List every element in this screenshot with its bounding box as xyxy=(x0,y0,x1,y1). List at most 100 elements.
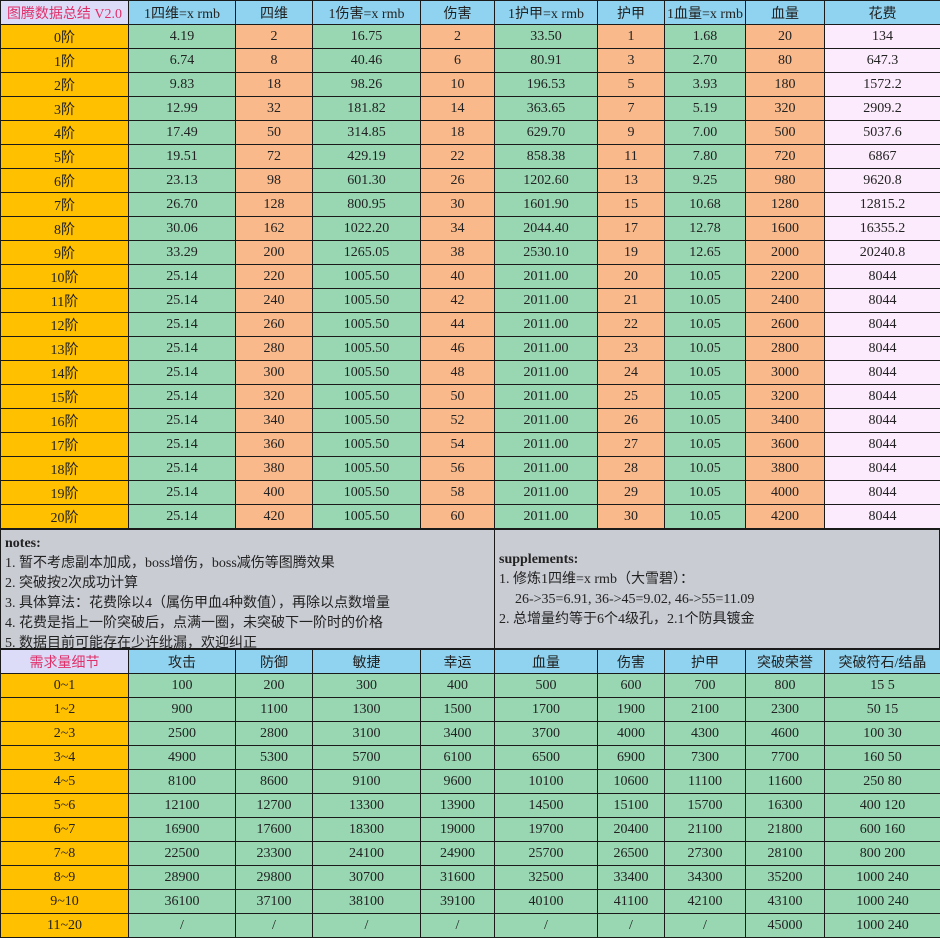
table-cell: 400 120 xyxy=(825,794,940,818)
table-cell: 19.51 xyxy=(129,145,236,169)
table-cell: / xyxy=(313,914,421,938)
supplement-item: 2. 总增量约等于6个4级孔，2.1个防具镀金 xyxy=(499,610,935,630)
table-cell: 40100 xyxy=(495,890,598,914)
table-cell: 3 xyxy=(598,49,665,73)
table-cell: 26.70 xyxy=(129,193,236,217)
table-cell: 2011.00 xyxy=(495,289,598,313)
table-cell: 10.05 xyxy=(665,361,746,385)
table-cell: 4600 xyxy=(746,722,825,746)
table-cell: 100 xyxy=(129,674,236,698)
table-cell: 37100 xyxy=(236,890,313,914)
table-cell: 647.3 xyxy=(825,49,940,73)
table-cell: 300 xyxy=(313,674,421,698)
table-cell: 4300 xyxy=(665,722,746,746)
table-cell: 10.05 xyxy=(665,433,746,457)
table-cell: 28900 xyxy=(129,866,236,890)
table-cell: 1.68 xyxy=(665,25,746,49)
table-cell: 30.06 xyxy=(129,217,236,241)
row-label: 11~20 xyxy=(1,914,129,938)
table-cell: 42100 xyxy=(665,890,746,914)
table-cell: 3700 xyxy=(495,722,598,746)
table-cell: 600 xyxy=(598,674,665,698)
table-cell: 50 xyxy=(236,121,313,145)
table-cell: 1000 240 xyxy=(825,890,940,914)
table-cell: 26 xyxy=(421,169,495,193)
table-cell: 24100 xyxy=(313,842,421,866)
table-cell: 39100 xyxy=(421,890,495,914)
table-cell: 38 xyxy=(421,241,495,265)
table-cell: 5037.6 xyxy=(825,121,940,145)
table-cell: 30 xyxy=(421,193,495,217)
table-cell: 134 xyxy=(825,25,940,49)
column-header: 花费 xyxy=(825,1,940,25)
table-cell: 8044 xyxy=(825,433,940,457)
table-cell: 8044 xyxy=(825,337,940,361)
row-label: 13阶 xyxy=(1,337,129,361)
note-item: 1. 暂不考虑副本加成，boss增伤，boss减伤等图腾效果 xyxy=(5,554,490,574)
supplements-section: supplements: 1. 修炼1四维=x rmb（大雪碧）： 26->35… xyxy=(495,530,939,648)
table-cell: 1300 xyxy=(313,698,421,722)
table-cell: 33400 xyxy=(598,866,665,890)
table-cell: 8044 xyxy=(825,361,940,385)
table-cell: 44 xyxy=(421,313,495,337)
table-cell: 10.68 xyxy=(665,193,746,217)
table-cell: 1900 xyxy=(598,698,665,722)
table-cell: 3800 xyxy=(746,457,825,481)
table-cell: 700 xyxy=(665,674,746,698)
table-cell: 1700 xyxy=(495,698,598,722)
row-label: 3阶 xyxy=(1,97,129,121)
table-cell: 6100 xyxy=(421,746,495,770)
table-cell: 2 xyxy=(236,25,313,49)
table-cell: 43100 xyxy=(746,890,825,914)
supplements-title: supplements: xyxy=(499,552,578,567)
table-cell: 1280 xyxy=(746,193,825,217)
table-cell: 4900 xyxy=(129,746,236,770)
row-label: 15阶 xyxy=(1,385,129,409)
table-cell: 400 xyxy=(421,674,495,698)
table-cell: 1005.50 xyxy=(313,409,421,433)
table-cell: 2011.00 xyxy=(495,265,598,289)
table-cell: 6 xyxy=(421,49,495,73)
table-cell: 320 xyxy=(236,385,313,409)
table-cell: 26500 xyxy=(598,842,665,866)
table-cell: 16.75 xyxy=(313,25,421,49)
table-cell: 80.91 xyxy=(495,49,598,73)
table-cell: 24 xyxy=(598,361,665,385)
table-cell: 11 xyxy=(598,145,665,169)
table-cell: / xyxy=(236,914,313,938)
table-cell: 8044 xyxy=(825,313,940,337)
table-cell: 3.93 xyxy=(665,73,746,97)
table-cell: 162 xyxy=(236,217,313,241)
table-cell: 1000 240 xyxy=(825,866,940,890)
table-cell: 22 xyxy=(598,313,665,337)
table-cell: 9100 xyxy=(313,770,421,794)
table-cell: 41100 xyxy=(598,890,665,914)
table-cell: 19 xyxy=(598,241,665,265)
table-cell: 80 xyxy=(746,49,825,73)
table-cell: 1005.50 xyxy=(313,289,421,313)
table-cell: 2011.00 xyxy=(495,385,598,409)
table-cell: 2011.00 xyxy=(495,361,598,385)
column-header: 血量 xyxy=(495,650,598,674)
table-cell: 3100 xyxy=(313,722,421,746)
table-cell: 2011.00 xyxy=(495,337,598,361)
row-label: 3~4 xyxy=(1,746,129,770)
table-cell: 17.49 xyxy=(129,121,236,145)
table-cell: 21800 xyxy=(746,818,825,842)
table-cell: 15100 xyxy=(598,794,665,818)
column-header: 四维 xyxy=(236,1,313,25)
table-cell: 3200 xyxy=(746,385,825,409)
table-cell: 17600 xyxy=(236,818,313,842)
note-item: 2. 突破按2次成功计算 xyxy=(5,574,490,594)
table-cell: 10.05 xyxy=(665,313,746,337)
table-cell: 45000 xyxy=(746,914,825,938)
table-cell: 20400 xyxy=(598,818,665,842)
table-cell: 9600 xyxy=(421,770,495,794)
